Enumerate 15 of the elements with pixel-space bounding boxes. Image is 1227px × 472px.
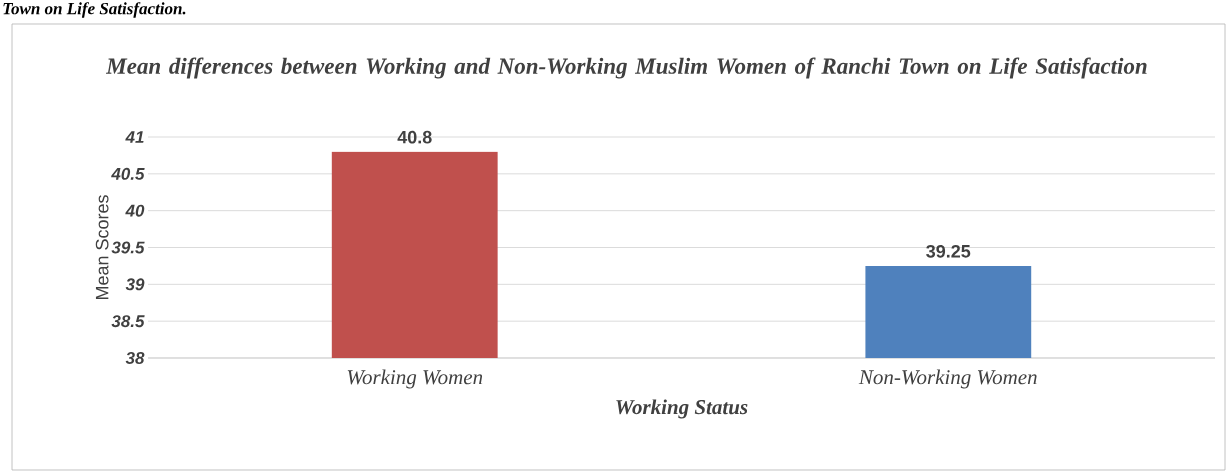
- x-tick-label: Non-Working Women: [858, 369, 1037, 389]
- y-tick-label: 38: [125, 351, 145, 365]
- y-tick-label: 40.5: [111, 167, 145, 180]
- text: Town on Life Satisfaction.: [3, 2, 186, 18]
- y-tick-label: 41: [125, 131, 144, 143]
- x-axis-title: Working Status: [616, 399, 748, 419]
- y-tick-label: 39.5: [111, 241, 145, 254]
- y-tick-label: 40: [125, 204, 145, 217]
- data-label: 40.8: [397, 130, 432, 144]
- data-label: 39.25: [926, 244, 971, 258]
- y-tick-label: 39: [125, 278, 145, 291]
- chart-title: Mean differences between Working and Non-Working Muslim Women of Ranchi Town on Life Satisfaction: [105, 57, 1147, 79]
- x-tick-label: Working Women: [347, 369, 483, 389]
- y-tick-label: 38.5: [111, 315, 145, 328]
- y-axis-title: Mean Scores: [95, 195, 109, 300]
